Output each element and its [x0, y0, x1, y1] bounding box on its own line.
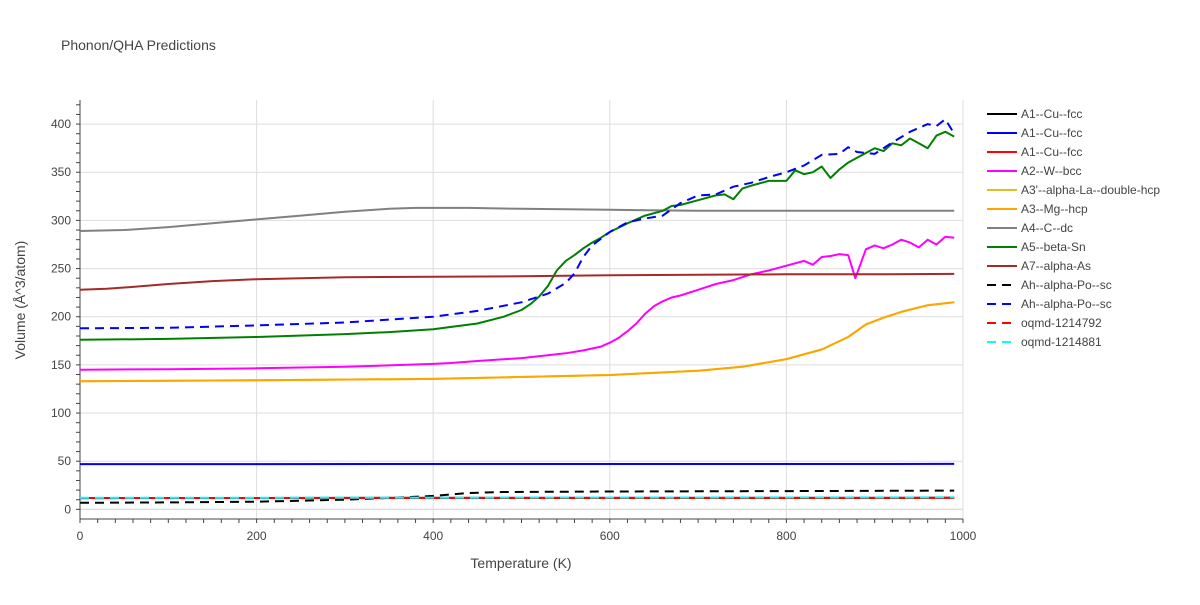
- x-tick-label: 200: [247, 529, 267, 543]
- x-tick-label: 600: [600, 529, 620, 543]
- y-tick-label: 350: [51, 165, 71, 179]
- chart-title: Phonon/QHA Predictions: [61, 37, 216, 53]
- y-tick-label: 300: [51, 213, 71, 227]
- y-tick-label: 0: [64, 502, 71, 516]
- legend-label[interactable]: A7--alpha-As: [1021, 259, 1091, 273]
- legend-label[interactable]: oqmd-1214881: [1021, 335, 1102, 349]
- x-tick-label: 1000: [950, 529, 977, 543]
- legend-label[interactable]: A3--Mg--hcp: [1021, 202, 1088, 216]
- y-tick-label: 100: [51, 406, 71, 420]
- legend-label[interactable]: A1--Cu--fcc: [1021, 145, 1082, 159]
- legend-label[interactable]: oqmd-1214792: [1021, 316, 1102, 330]
- y-tick-label: 50: [58, 454, 72, 468]
- y-tick-label: 200: [51, 310, 71, 324]
- x-tick-label: 800: [776, 529, 796, 543]
- legend-label[interactable]: Ah--alpha-Po--sc: [1021, 278, 1112, 292]
- legend-label[interactable]: Ah--alpha-Po--sc: [1021, 297, 1112, 311]
- x-tick-label: 0: [77, 529, 84, 543]
- y-axis-title: Volume (Å^3/atom): [12, 241, 28, 360]
- y-tick-label: 250: [51, 262, 71, 276]
- x-axis-title: Temperature (K): [470, 555, 571, 571]
- legend-label[interactable]: A4--C--dc: [1021, 221, 1073, 235]
- legend-label[interactable]: A1--Cu--fcc: [1021, 107, 1082, 121]
- legend-label[interactable]: A2--W--bcc: [1021, 164, 1081, 178]
- legend-label[interactable]: A1--Cu--fcc: [1021, 126, 1082, 140]
- y-tick-label: 400: [51, 117, 71, 131]
- legend-label[interactable]: A5--beta-Sn: [1021, 240, 1086, 254]
- legend-label[interactable]: A3'--alpha-La--double-hcp: [1021, 183, 1160, 197]
- y-tick-label: 150: [51, 358, 71, 372]
- x-tick-label: 400: [423, 529, 443, 543]
